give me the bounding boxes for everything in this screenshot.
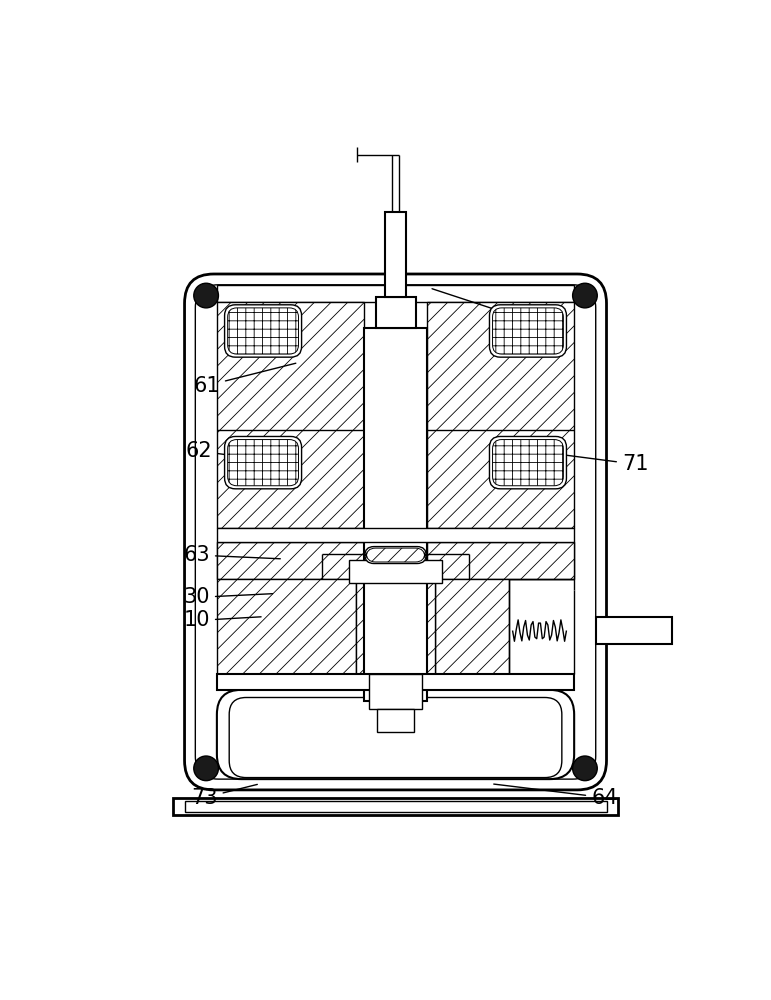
Bar — [435, 579, 509, 674]
Bar — [217, 674, 574, 690]
FancyBboxPatch shape — [224, 305, 301, 357]
FancyBboxPatch shape — [366, 548, 425, 562]
FancyBboxPatch shape — [224, 436, 301, 489]
FancyBboxPatch shape — [217, 690, 574, 779]
Text: 63: 63 — [183, 545, 281, 565]
Bar — [369, 674, 422, 709]
Text: 71: 71 — [567, 454, 648, 474]
Bar — [596, 617, 672, 644]
FancyBboxPatch shape — [227, 308, 298, 354]
Bar — [349, 560, 442, 583]
FancyBboxPatch shape — [195, 285, 596, 779]
Bar — [427, 542, 574, 579]
Text: 72: 72 — [432, 289, 560, 336]
FancyBboxPatch shape — [493, 308, 564, 354]
Bar — [375, 297, 416, 328]
Bar — [217, 579, 356, 674]
Bar — [217, 528, 574, 542]
Circle shape — [573, 756, 598, 781]
Bar — [217, 542, 574, 579]
FancyBboxPatch shape — [365, 547, 426, 564]
Text: 30: 30 — [183, 587, 273, 607]
Bar — [217, 542, 364, 579]
FancyBboxPatch shape — [490, 305, 567, 357]
Bar — [184, 801, 607, 812]
FancyBboxPatch shape — [184, 274, 607, 790]
Bar — [385, 212, 406, 297]
FancyBboxPatch shape — [490, 436, 567, 489]
Bar — [356, 579, 435, 674]
Bar — [173, 798, 618, 815]
Bar — [217, 285, 574, 302]
FancyBboxPatch shape — [229, 698, 562, 778]
Text: 62: 62 — [186, 441, 284, 462]
FancyBboxPatch shape — [493, 440, 564, 486]
Bar — [364, 328, 427, 701]
Circle shape — [573, 283, 598, 308]
Circle shape — [194, 283, 218, 308]
Text: 64: 64 — [493, 784, 618, 808]
Bar — [427, 302, 574, 528]
Circle shape — [194, 756, 218, 781]
FancyBboxPatch shape — [227, 440, 298, 486]
Text: 61: 61 — [194, 363, 296, 396]
Text: 10: 10 — [183, 610, 261, 631]
Bar — [217, 302, 364, 528]
Text: 73: 73 — [191, 784, 258, 808]
Bar — [377, 709, 414, 732]
